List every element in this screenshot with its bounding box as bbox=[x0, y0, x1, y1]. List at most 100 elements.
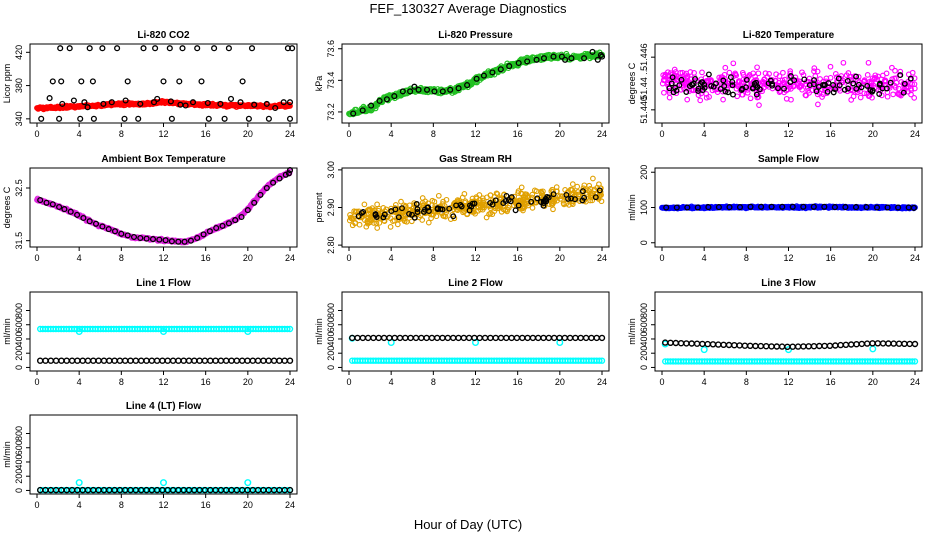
data-point bbox=[206, 228, 213, 235]
data-point bbox=[286, 115, 294, 122]
data-point bbox=[582, 334, 590, 342]
data-point bbox=[95, 357, 102, 364]
data-point bbox=[254, 357, 262, 364]
data-point bbox=[873, 204, 881, 211]
data-point bbox=[409, 211, 415, 218]
data-point bbox=[821, 342, 828, 350]
data-point bbox=[251, 199, 258, 206]
data-point bbox=[392, 206, 399, 213]
data-point bbox=[752, 342, 759, 350]
data-point bbox=[105, 226, 112, 233]
y-tick-label: 600 bbox=[326, 317, 336, 332]
y-tick-label: 400 bbox=[14, 454, 24, 469]
data-point bbox=[37, 357, 44, 364]
data-point bbox=[891, 75, 898, 82]
data-point bbox=[57, 45, 64, 52]
data-point bbox=[864, 340, 871, 347]
data-point bbox=[42, 357, 49, 364]
data-point bbox=[86, 45, 93, 52]
data-point bbox=[497, 66, 504, 73]
data-point bbox=[164, 357, 171, 364]
data-point bbox=[175, 238, 182, 245]
data-point bbox=[156, 236, 163, 243]
data-point bbox=[579, 197, 586, 204]
data-point bbox=[175, 357, 182, 364]
data-point bbox=[677, 340, 685, 347]
data-point bbox=[515, 202, 522, 209]
data-point bbox=[111, 357, 118, 364]
plot-frame bbox=[29, 167, 298, 248]
data-point bbox=[137, 357, 145, 364]
data-point bbox=[153, 357, 161, 364]
panel-line3: Line 3 Flow ml/min 0 4 8 12 16 20 24 0 20040060080… bbox=[627, 278, 923, 387]
data-point bbox=[124, 232, 131, 239]
y-tick-label: 800 bbox=[639, 303, 649, 318]
data-point bbox=[66, 45, 73, 52]
data-point bbox=[238, 213, 245, 221]
data-point bbox=[811, 77, 818, 84]
x-tick-label: 4 bbox=[77, 377, 82, 387]
data-point bbox=[90, 357, 97, 364]
data-point bbox=[434, 205, 441, 212]
data-point bbox=[699, 340, 706, 348]
data-point bbox=[666, 85, 673, 92]
data-point bbox=[895, 340, 903, 347]
data-point bbox=[557, 193, 563, 200]
data-point bbox=[351, 208, 358, 215]
data-point bbox=[572, 334, 579, 342]
data-point bbox=[383, 96, 390, 103]
data-point bbox=[857, 94, 864, 101]
y-axis-label: ml/min bbox=[627, 318, 637, 345]
data-point bbox=[666, 94, 673, 101]
data-point bbox=[775, 85, 781, 92]
data-point bbox=[800, 203, 807, 210]
data-point bbox=[468, 203, 475, 210]
data-point bbox=[569, 201, 576, 208]
series-1 bbox=[37, 357, 294, 364]
series-1 bbox=[37, 167, 294, 245]
data-point bbox=[168, 115, 175, 122]
data-point bbox=[845, 85, 851, 92]
data-point bbox=[589, 48, 596, 55]
data-point bbox=[500, 206, 507, 213]
panel-title: Li-820 Pressure bbox=[438, 30, 513, 41]
data-point bbox=[460, 334, 467, 342]
data-point bbox=[560, 200, 567, 207]
data-point bbox=[741, 342, 749, 349]
data-point bbox=[733, 72, 740, 79]
data-point bbox=[368, 102, 375, 109]
data-point bbox=[811, 65, 818, 71]
panel-co2: Li-820 CO2 Licor ppm 0 4 8 12 16 20 24 340 380 420 bbox=[2, 30, 298, 139]
data-point bbox=[699, 79, 706, 86]
data-point bbox=[160, 78, 167, 85]
data-point bbox=[282, 171, 289, 178]
data-point bbox=[244, 328, 252, 336]
data-point bbox=[669, 74, 676, 81]
data-point bbox=[280, 99, 287, 106]
data-point bbox=[285, 170, 292, 177]
panel-title: Li-820 CO2 bbox=[137, 30, 190, 41]
x-tick-label: 8 bbox=[744, 129, 749, 139]
data-point bbox=[887, 79, 894, 86]
data-point bbox=[758, 203, 765, 210]
x-tick-label: 12 bbox=[470, 253, 480, 263]
x-tick-label: 24 bbox=[597, 253, 607, 263]
data-point bbox=[121, 357, 129, 364]
data-point bbox=[507, 198, 514, 205]
panel-title: Gas Stream RH bbox=[439, 154, 512, 165]
data-point bbox=[832, 71, 839, 77]
data-point bbox=[519, 334, 526, 342]
panel-licor_temp: Li-820 Temperature degrees C 0 4 8 12 16 20 24 51… bbox=[627, 30, 923, 139]
y-tick-label: 73.4 bbox=[326, 72, 336, 90]
data-point bbox=[853, 85, 860, 92]
data-point bbox=[529, 334, 537, 342]
data-point bbox=[228, 357, 235, 364]
data-point bbox=[225, 45, 232, 52]
data-point bbox=[374, 201, 380, 208]
data-point bbox=[435, 192, 442, 199]
data-point bbox=[911, 81, 918, 87]
data-point bbox=[901, 80, 908, 87]
data-point bbox=[286, 357, 294, 364]
data-point bbox=[512, 207, 519, 214]
series-1 bbox=[37, 486, 294, 494]
